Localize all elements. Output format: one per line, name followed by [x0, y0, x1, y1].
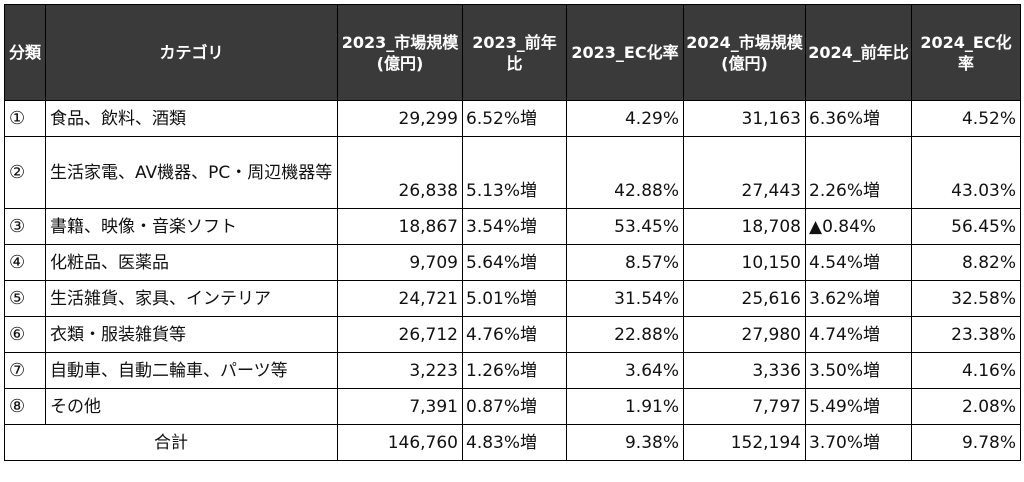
row-yoy-2023: 4.76%増	[462, 316, 567, 353]
row-ec-2024: 2.08%	[911, 388, 1021, 425]
table-body: ① 食品、飲料、酒類 29,299 6.52%増 4.29% 31,163 6.…	[4, 100, 1021, 461]
row-yoy-2024: ▲0.84%	[805, 208, 912, 245]
row-size-2023: 3,223	[337, 352, 463, 389]
row-number: ②	[4, 136, 46, 209]
header-yoy-2024: 2024_前年比	[805, 4, 912, 101]
row-category: その他	[45, 388, 338, 425]
row-category: 化粧品、医薬品	[45, 244, 338, 281]
row-size-2024: 27,980	[683, 316, 806, 353]
ec-market-table: 分類 カテゴリ 2023_市場規模(億円) 2023_前年比 2023_EC化率…	[4, 4, 1021, 461]
row-ec-2023: 3.64%	[566, 352, 684, 389]
row-size-2024: 31,163	[683, 100, 806, 137]
row-category: 生活雑貨、家具、インテリア	[45, 280, 338, 317]
row-category: 生活家電、AV機器、PC・周辺機器等	[45, 136, 338, 209]
row-ec-2023: 22.88%	[566, 316, 684, 353]
row-ec-2024: 4.16%	[911, 352, 1021, 389]
header-size-2023: 2023_市場規模(億円)	[337, 4, 463, 101]
table-row: ⑥ 衣類・服装雑貨等 26,712 4.76%増 22.88% 27,980 4…	[4, 316, 1021, 353]
row-ec-2024: 32.58%	[911, 280, 1021, 317]
row-ec-2023: 42.88%	[566, 136, 684, 209]
header-category: カテゴリ	[45, 4, 338, 101]
row-ec-2023: 31.54%	[566, 280, 684, 317]
row-size-2024: 10,150	[683, 244, 806, 281]
row-ec-2024: 23.38%	[911, 316, 1021, 353]
total-size-2023: 146,760	[337, 424, 463, 461]
table-row: ① 食品、飲料、酒類 29,299 6.52%増 4.29% 31,163 6.…	[4, 100, 1021, 137]
table-row: ④ 化粧品、医薬品 9,709 5.64%増 8.57% 10,150 4.54…	[4, 244, 1021, 281]
table-row: ③ 書籍、映像・音楽ソフト 18,867 3.54%増 53.45% 18,70…	[4, 208, 1021, 245]
table-row: ⑦ 自動車、自動二輪車、パーツ等 3,223 1.26%増 3.64% 3,33…	[4, 352, 1021, 389]
row-size-2023: 7,391	[337, 388, 463, 425]
header-ec-2023: 2023_EC化率	[566, 4, 684, 101]
total-size-2024: 152,194	[683, 424, 806, 461]
row-yoy-2024: 3.50%増	[805, 352, 912, 389]
row-ec-2024: 56.45%	[911, 208, 1021, 245]
row-ec-2023: 8.57%	[566, 244, 684, 281]
row-yoy-2024: 5.49%増	[805, 388, 912, 425]
row-category: 衣類・服装雑貨等	[45, 316, 338, 353]
row-size-2023: 18,867	[337, 208, 463, 245]
row-yoy-2023: 0.87%増	[462, 388, 567, 425]
header-size-2024: 2024_市場規模(億円)	[683, 4, 806, 101]
total-ec-2024: 9.78%	[911, 424, 1021, 461]
row-size-2023: 26,712	[337, 316, 463, 353]
row-ec-2024: 8.82%	[911, 244, 1021, 281]
row-category: 自動車、自動二輪車、パーツ等	[45, 352, 338, 389]
row-yoy-2023: 5.01%増	[462, 280, 567, 317]
row-number: ①	[4, 100, 46, 137]
row-yoy-2023: 3.54%増	[462, 208, 567, 245]
row-ec-2024: 4.52%	[911, 100, 1021, 137]
row-size-2024: 25,616	[683, 280, 806, 317]
row-size-2023: 9,709	[337, 244, 463, 281]
row-yoy-2024: 3.62%増	[805, 280, 912, 317]
row-yoy-2024: 4.54%増	[805, 244, 912, 281]
row-category: 書籍、映像・音楽ソフト	[45, 208, 338, 245]
row-ec-2024: 43.03%	[911, 136, 1021, 209]
row-yoy-2023: 6.52%増	[462, 100, 567, 137]
header-bunrui: 分類	[4, 4, 46, 101]
total-yoy-2023: 4.83%増	[462, 424, 567, 461]
table-row: ② 生活家電、AV機器、PC・周辺機器等 26,838 5.13%増 42.88…	[4, 136, 1021, 209]
total-ec-2023: 9.38%	[566, 424, 684, 461]
row-size-2023: 26,838	[337, 136, 463, 209]
row-yoy-2024: 6.36%増	[805, 100, 912, 137]
row-ec-2023: 4.29%	[566, 100, 684, 137]
table-row: ⑤ 生活雑貨、家具、インテリア 24,721 5.01%増 31.54% 25,…	[4, 280, 1021, 317]
row-size-2024: 3,336	[683, 352, 806, 389]
row-size-2024: 18,708	[683, 208, 806, 245]
row-yoy-2024: 4.74%増	[805, 316, 912, 353]
header-row: 分類 カテゴリ 2023_市場規模(億円) 2023_前年比 2023_EC化率…	[4, 4, 1021, 101]
row-yoy-2023: 1.26%増	[462, 352, 567, 389]
total-label: 合計	[4, 424, 338, 461]
total-yoy-2024: 3.70%増	[805, 424, 912, 461]
row-number: ④	[4, 244, 46, 281]
row-ec-2023: 53.45%	[566, 208, 684, 245]
row-size-2024: 7,797	[683, 388, 806, 425]
row-number: ③	[4, 208, 46, 245]
table-header: 分類 カテゴリ 2023_市場規模(億円) 2023_前年比 2023_EC化率…	[4, 4, 1021, 101]
row-number: ⑦	[4, 352, 46, 389]
total-row: 合計 146,760 4.83%増 9.38% 152,194 3.70%増 9…	[4, 424, 1021, 461]
table-row: ⑧ その他 7,391 0.87%増 1.91% 7,797 5.49%増 2.…	[4, 388, 1021, 425]
row-number: ⑥	[4, 316, 46, 353]
row-size-2024: 27,443	[683, 136, 806, 209]
row-ec-2023: 1.91%	[566, 388, 684, 425]
row-yoy-2023: 5.13%増	[462, 136, 567, 209]
row-yoy-2023: 5.64%増	[462, 244, 567, 281]
row-size-2023: 24,721	[337, 280, 463, 317]
row-number: ⑤	[4, 280, 46, 317]
row-category: 食品、飲料、酒類	[45, 100, 338, 137]
header-yoy-2023: 2023_前年比	[462, 4, 567, 101]
row-size-2023: 29,299	[337, 100, 463, 137]
row-number: ⑧	[4, 388, 46, 425]
row-yoy-2024: 2.26%増	[805, 136, 912, 209]
header-ec-2024: 2024_EC化率	[911, 4, 1021, 101]
